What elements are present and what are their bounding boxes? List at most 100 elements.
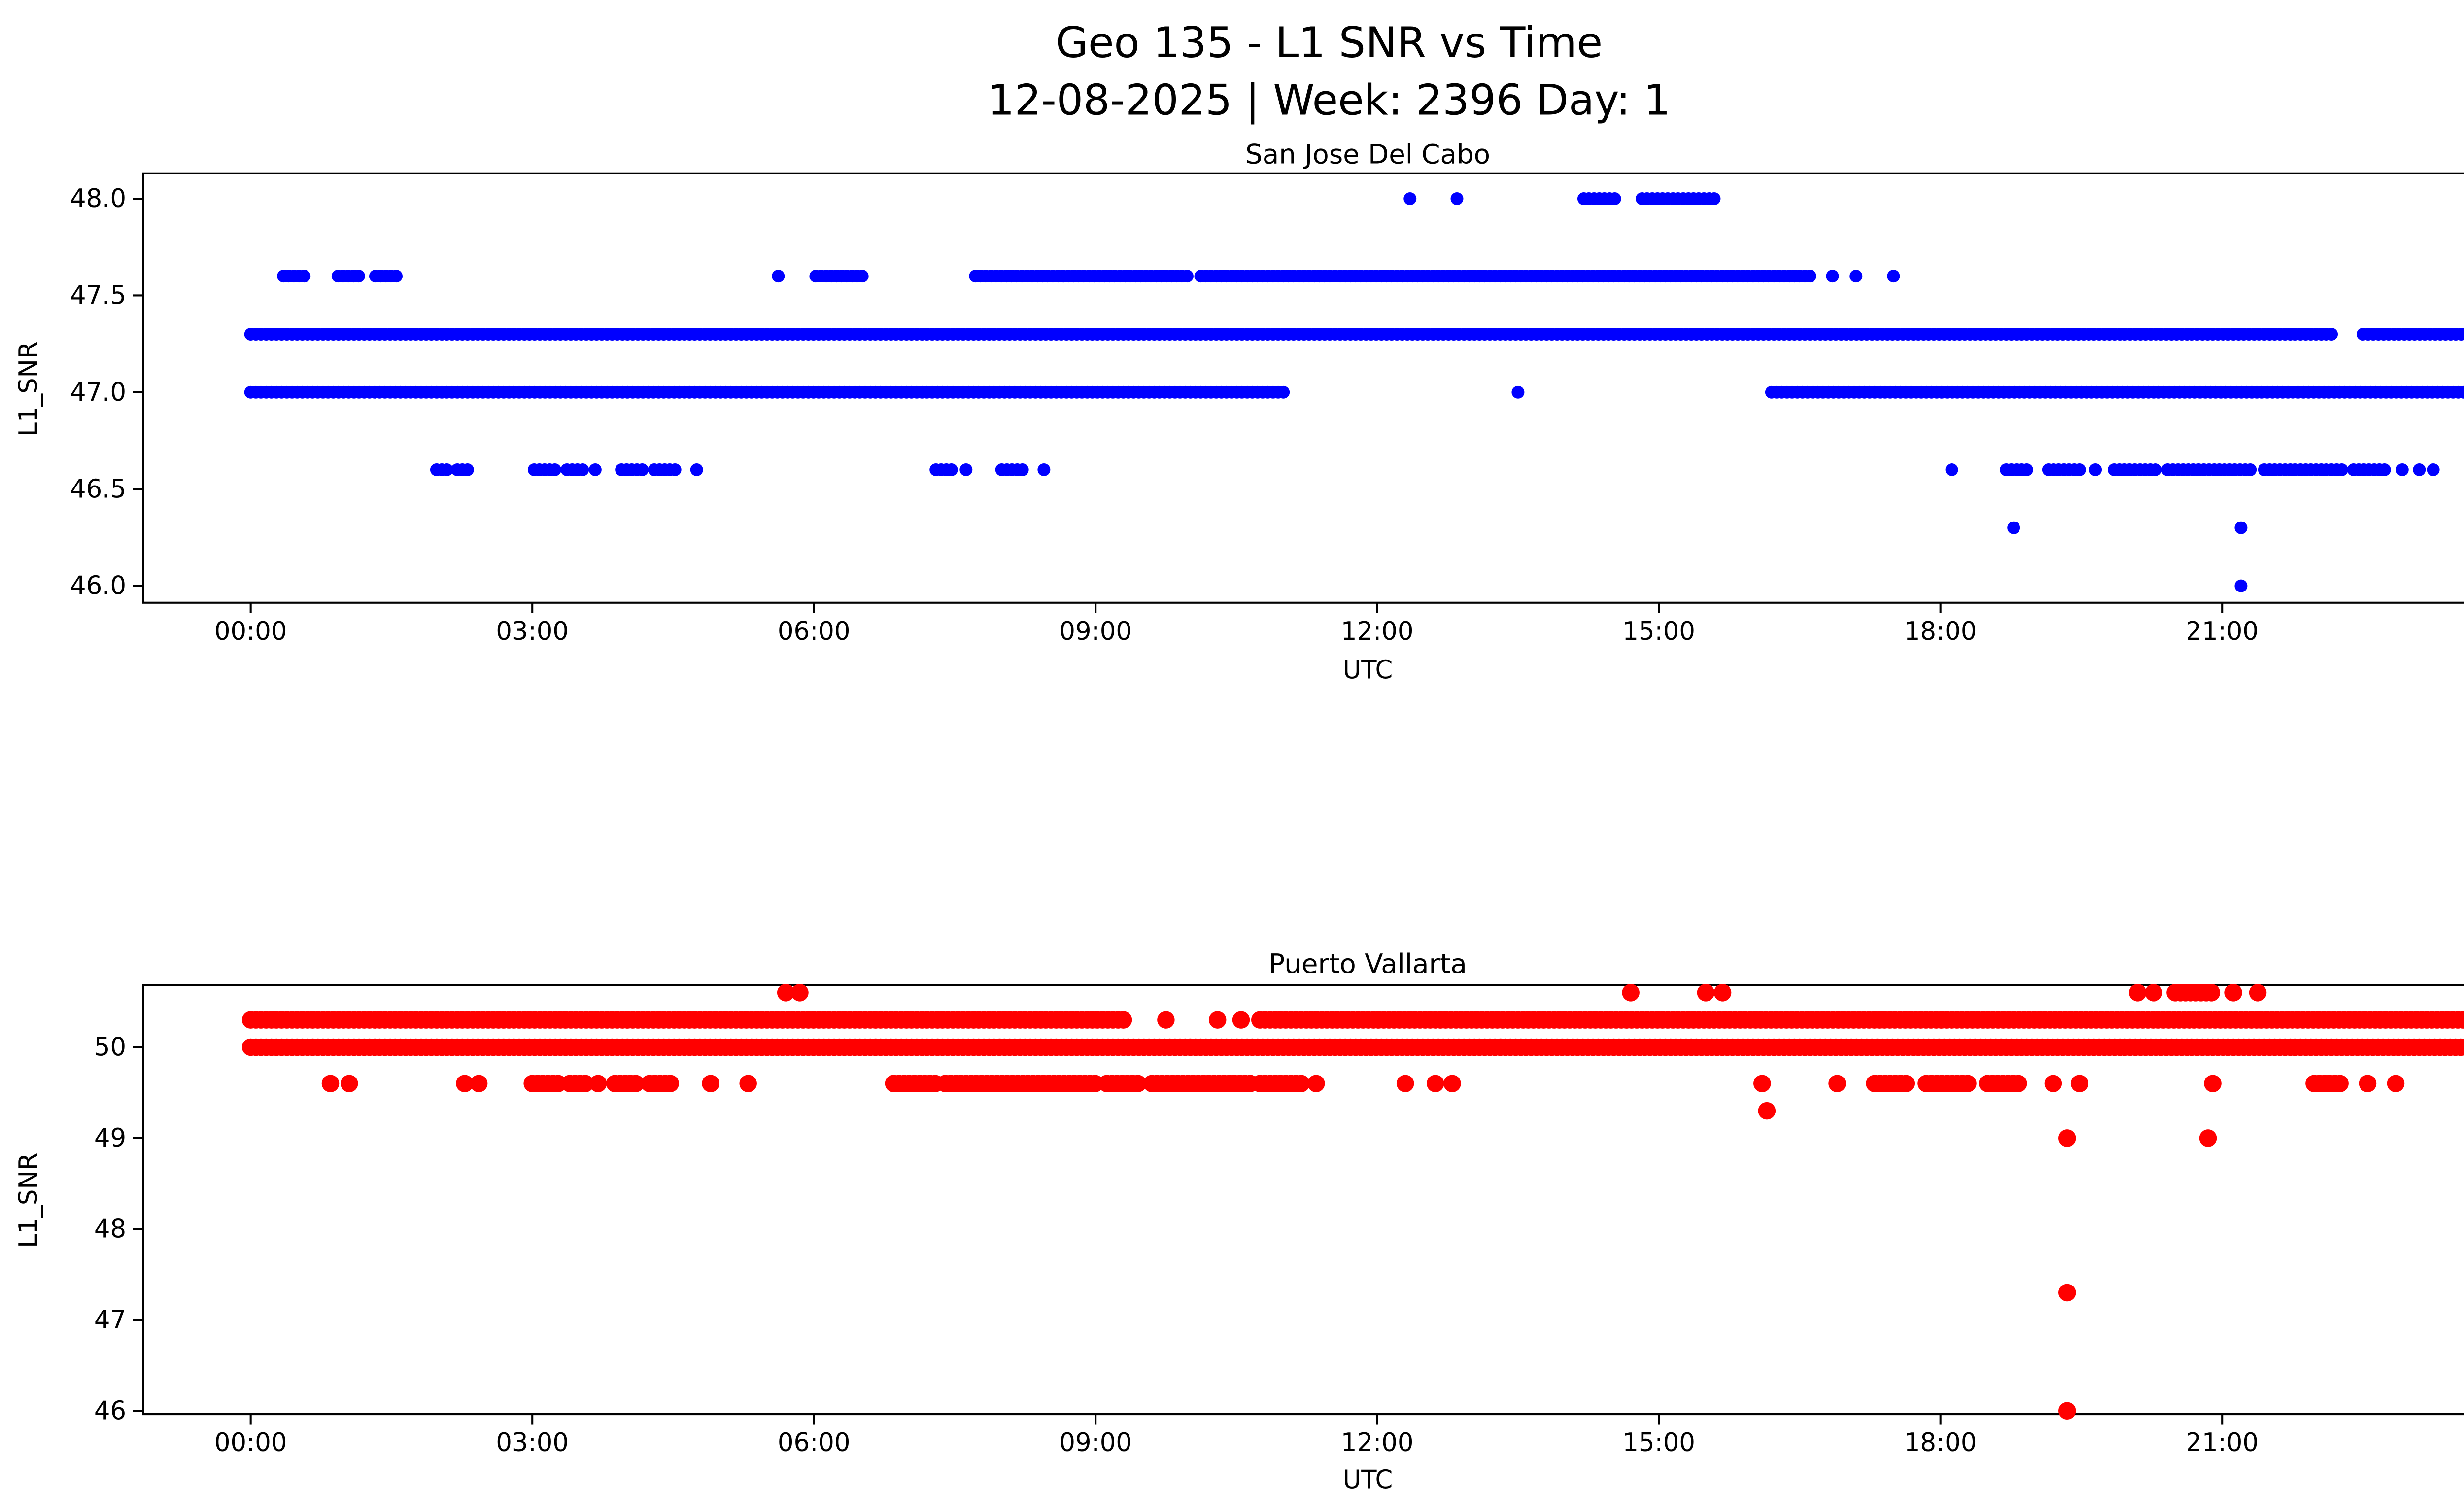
data-point — [588, 463, 602, 476]
data-point — [1157, 1011, 1175, 1029]
x-tick-label: 09:00 — [1059, 1428, 1132, 1458]
x-tick-label: 18:00 — [1904, 1428, 1977, 1458]
data-point — [1887, 270, 1900, 283]
data-point — [2460, 328, 2464, 341]
figure-title: Geo 135 - L1 SNR vs Time — [1056, 19, 1603, 68]
data-point — [2331, 1075, 2349, 1093]
data-point — [589, 1075, 607, 1093]
data-point — [668, 463, 682, 476]
data-point — [2007, 521, 2020, 534]
data-point — [627, 1075, 645, 1093]
x-axis-label-top: UTC — [1343, 655, 1393, 685]
data-point — [1277, 385, 1290, 399]
data-point — [576, 463, 589, 476]
data-point — [2396, 463, 2409, 476]
data-point — [456, 1075, 474, 1093]
data-point — [1292, 1075, 1310, 1093]
y-tick-label: 48 — [94, 1214, 126, 1244]
data-point — [2457, 1039, 2464, 1056]
data-point — [1713, 984, 1732, 1002]
data-point — [2202, 984, 2221, 1002]
data-point — [321, 1075, 340, 1093]
data-point — [1396, 1075, 1414, 1093]
data-point — [2020, 463, 2033, 476]
x-tick-label: 03:00 — [496, 1428, 569, 1458]
data-point — [1622, 984, 1640, 1002]
y-tick-label: 49 — [94, 1123, 126, 1153]
x-tick-label: 00:00 — [214, 617, 287, 646]
data-point — [2457, 385, 2464, 399]
x-tick-label: 03:00 — [496, 617, 569, 646]
x-tick-label: 15:00 — [1622, 617, 1695, 646]
data-point — [791, 984, 809, 1002]
data-point — [1232, 1011, 1250, 1029]
data-point — [2070, 1075, 2088, 1093]
data-point — [1959, 1075, 1977, 1093]
y-axis-label-bottom: L1_SNR — [14, 1153, 43, 1248]
data-point — [2244, 463, 2257, 476]
data-point — [2335, 463, 2348, 476]
data-points-layer — [244, 192, 2464, 592]
data-point — [1427, 1075, 1444, 1093]
data-point — [1443, 1075, 1461, 1093]
data-point — [636, 463, 649, 476]
y-tick-label: 50 — [94, 1033, 126, 1062]
data-point — [1129, 1075, 1147, 1093]
data-point — [1897, 1075, 1915, 1093]
data-point — [2325, 328, 2338, 341]
data-point — [690, 463, 703, 476]
data-point — [2378, 463, 2391, 476]
data-point — [2058, 1284, 2076, 1302]
data-point — [2199, 1129, 2217, 1147]
x-tick-label: 12:00 — [1341, 1428, 1414, 1458]
data-point — [1803, 270, 1816, 283]
x-tick-label: 06:00 — [778, 1428, 851, 1458]
x-tick-label: 18:00 — [1904, 617, 1977, 646]
x-tick-label: 00:00 — [214, 1428, 287, 1458]
data-point — [1016, 463, 1029, 476]
scatter-plot-puerto-vallarta: 00:00 03:00 06:00 09:00 12:00 15:00 18:00 21:00… — [94, 984, 2464, 1458]
data-point — [2058, 1402, 2076, 1420]
subplot-title-san-jose-del-cabo: San Jose Del Cabo — [1245, 138, 1490, 170]
x-tick-label: 15:00 — [1622, 1428, 1695, 1458]
data-point — [2009, 1075, 2027, 1093]
data-point — [352, 270, 365, 283]
x-tick-label: 06:00 — [778, 617, 851, 646]
data-point — [2359, 1075, 2377, 1093]
data-point — [2058, 1129, 2076, 1147]
data-point — [702, 1075, 719, 1093]
data-point — [2462, 1042, 2464, 1053]
data-point — [2224, 984, 2242, 1002]
data-point — [2427, 463, 2440, 476]
data-point — [2073, 463, 2086, 476]
data-point — [2459, 1012, 2464, 1028]
x-axis-label-bottom: UTC — [1343, 1465, 1393, 1495]
data-point — [1826, 270, 1839, 283]
data-point — [2204, 1075, 2222, 1093]
x-tick-label: 09:00 — [1059, 617, 1132, 646]
data-point — [2413, 463, 2426, 476]
data-point — [1403, 192, 1417, 206]
y-tick-label: 47.5 — [70, 280, 126, 310]
data-point — [440, 463, 453, 476]
data-point — [576, 1075, 594, 1093]
data-point — [959, 463, 973, 476]
x-tick-label: 21:00 — [2186, 1428, 2259, 1458]
data-point — [661, 1075, 679, 1093]
subplot-title-puerto-vallarta: Puerto Vallarta — [1268, 948, 1467, 979]
data-point — [1208, 1011, 1227, 1029]
data-point — [548, 463, 561, 476]
y-tick-label: 47.0 — [70, 378, 126, 407]
data-points-layer — [241, 984, 2464, 1420]
axes-frame — [142, 984, 2464, 1416]
data-point — [470, 1075, 488, 1093]
data-point — [2129, 984, 2147, 1002]
data-point — [2145, 984, 2162, 1002]
data-point — [2387, 1075, 2405, 1093]
scatter-plot-san-jose-del-cabo: 00:00 03:00 06:00 09:00 12:00 15:00 18:00 21:00… — [70, 172, 2464, 646]
data-point — [461, 463, 474, 476]
x-tick-label: 12:00 — [1341, 617, 1414, 646]
data-point — [1753, 1075, 1771, 1093]
data-point — [2089, 463, 2102, 476]
y-tick-label: 47 — [94, 1305, 126, 1335]
